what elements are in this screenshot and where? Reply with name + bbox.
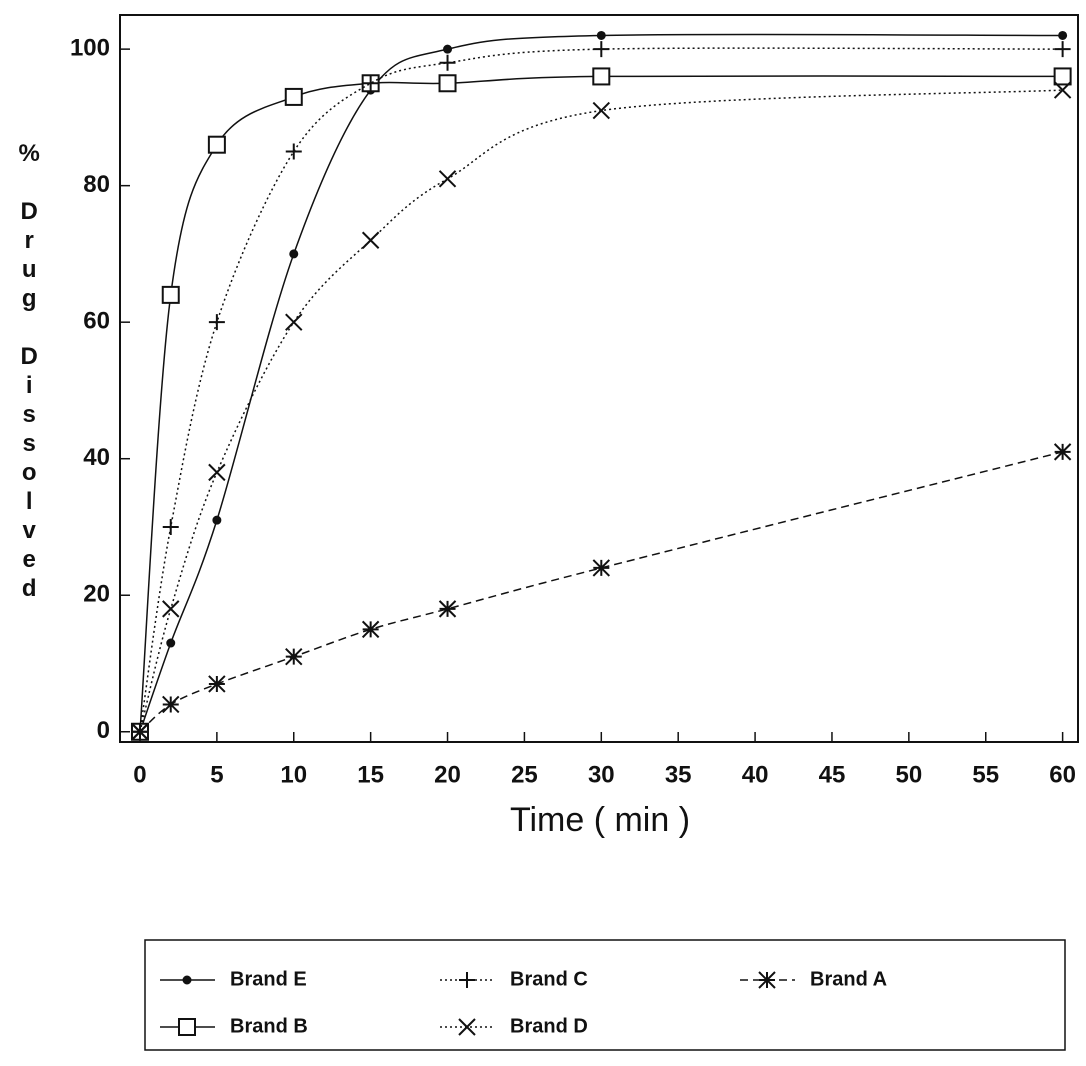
- data-point: [1058, 30, 1068, 40]
- legend-marker: [182, 975, 192, 985]
- series-line: [139, 47, 1063, 732]
- data-point: [289, 249, 299, 259]
- x-tick-label: 30: [588, 761, 615, 788]
- y-tick-label: 20: [83, 581, 110, 608]
- data-point: [438, 170, 457, 188]
- data-point: [162, 695, 180, 714]
- data-point: [208, 463, 226, 482]
- x-tick-label: 40: [742, 761, 769, 788]
- series-line: [139, 451, 1063, 733]
- x-tick-label: 0: [133, 761, 146, 788]
- legend-marker: [459, 972, 475, 988]
- data-point: [438, 74, 457, 93]
- y-tick-label: 40: [83, 444, 110, 471]
- data-point: [592, 559, 611, 577]
- legend-label: Brand A: [810, 968, 887, 990]
- data-point: [285, 313, 303, 331]
- legend-marker: [758, 971, 776, 989]
- data-point: [1053, 81, 1072, 99]
- data-point: [207, 135, 226, 154]
- y-tick-label: 60: [83, 308, 110, 335]
- data-point: [161, 285, 180, 304]
- data-point: [162, 600, 180, 618]
- legend-label: Brand E: [230, 968, 307, 990]
- y-tick-label: 80: [83, 171, 110, 198]
- x-tick-label: 15: [357, 761, 384, 788]
- series-line: [139, 33, 1063, 733]
- data-point: [284, 87, 303, 106]
- series-line: [139, 75, 1063, 732]
- legend-marker: [178, 1018, 196, 1036]
- data-point: [162, 518, 179, 535]
- legend-label: Brand C: [510, 968, 588, 990]
- data-point: [208, 675, 226, 693]
- x-tick-label: 60: [1049, 761, 1076, 788]
- data-point: [212, 515, 222, 525]
- data-point: [438, 600, 457, 618]
- data-point: [596, 30, 606, 40]
- legend-box: [144, 939, 1066, 1051]
- x-tick-label: 5: [210, 761, 223, 788]
- y-axis-title: % Drug Dissolved: [16, 140, 43, 604]
- data-point: [361, 231, 380, 249]
- data-point: [166, 638, 176, 648]
- data-point: [1054, 41, 1071, 58]
- legend-marker: [458, 1018, 476, 1036]
- data-point: [443, 44, 453, 54]
- data-point: [285, 143, 302, 160]
- data-point: [592, 101, 611, 120]
- data-point: [362, 75, 379, 92]
- series-line: [139, 89, 1063, 732]
- data-point: [593, 41, 610, 58]
- x-tick-label: 20: [434, 761, 461, 788]
- data-point: [361, 620, 380, 639]
- x-tick-label: 55: [972, 761, 999, 788]
- legend-label: Brand B: [230, 1015, 308, 1037]
- data-point: [1053, 443, 1072, 461]
- x-tick-label: 50: [895, 761, 922, 788]
- data-point: [592, 67, 611, 86]
- x-tick-label: 10: [280, 761, 307, 788]
- x-tick-label: 35: [665, 761, 692, 788]
- x-tick-label: 45: [819, 761, 846, 788]
- x-axis-title: Time ( min ): [510, 801, 690, 839]
- plot-frame: [119, 14, 1079, 743]
- data-point: [131, 723, 149, 741]
- data-point: [1053, 67, 1072, 86]
- y-tick-label: 0: [97, 717, 110, 744]
- x-tick-label: 25: [511, 761, 538, 788]
- legend-label: Brand D: [510, 1015, 588, 1037]
- data-point: [208, 314, 225, 331]
- data-point: [285, 647, 303, 666]
- data-point: [439, 54, 456, 71]
- y-tick-label: 100: [70, 34, 110, 61]
